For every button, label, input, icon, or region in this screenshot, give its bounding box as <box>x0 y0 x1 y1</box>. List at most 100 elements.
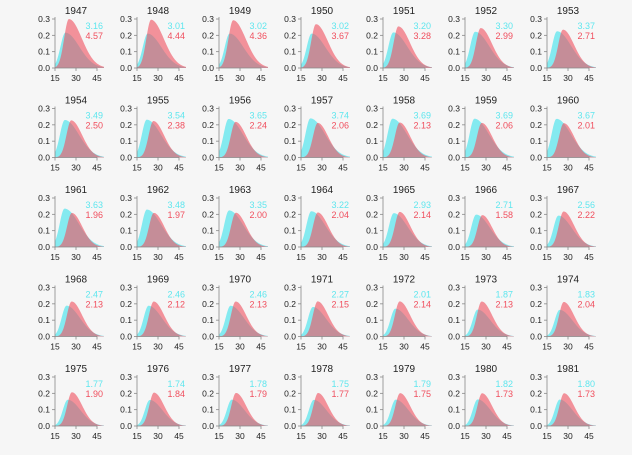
y-tick-label: 0.3 <box>38 193 50 203</box>
panel-1964: 1964 0.0 0.1 0.2 0.3 15 30 45 3.222.04 <box>284 185 350 262</box>
series-b-area <box>55 212 104 247</box>
x-tick-label: 15 <box>132 342 142 352</box>
x-tick-label: 45 <box>338 73 348 83</box>
y-tick-label: 0.2 <box>202 299 214 309</box>
panel-1981: 1981 0.0 0.1 0.2 0.3 15 30 45 1.801.73 <box>530 364 596 441</box>
series-a-value-label: 3.02 <box>249 21 267 31</box>
series-a-value-label: 1.87 <box>495 290 513 300</box>
panel-1974: 1974 0.0 0.1 0.2 0.3 15 30 45 1.832.04 <box>530 275 596 352</box>
series-a-value-label: 2.46 <box>167 290 185 300</box>
x-tick-label: 15 <box>460 342 470 352</box>
panel-year-title: 1967 <box>557 185 580 196</box>
panel-1954: 1954 0.0 0.1 0.2 0.3 15 30 45 3.492.50 <box>38 96 104 173</box>
x-tick-label: 30 <box>481 252 491 262</box>
panel-1979: 1979 0.0 0.1 0.2 0.3 15 30 45 1.791.75 <box>366 364 432 441</box>
series-b-value-label: 1.84 <box>167 389 185 399</box>
y-tick-label: 0.1 <box>38 315 50 325</box>
series-b-value-label: 1.96 <box>85 210 103 220</box>
y-tick-label: 0.0 <box>120 63 132 73</box>
y-tick-label: 0.2 <box>530 299 542 309</box>
y-tick-label: 0.0 <box>38 153 50 163</box>
panel-year-title: 1976 <box>147 364 170 375</box>
series-b-value-label: 2.00 <box>249 210 267 220</box>
x-tick-label: 30 <box>71 163 81 173</box>
series-b-area <box>383 393 432 426</box>
series-b-area <box>383 211 432 247</box>
y-tick-label: 0.0 <box>284 421 296 431</box>
x-tick-label: 30 <box>563 252 573 262</box>
y-tick-label: 0.1 <box>38 226 50 236</box>
x-tick-label: 45 <box>502 342 512 352</box>
x-tick-label: 30 <box>153 252 163 262</box>
panel-1953: 1953 0.0 0.1 0.2 0.3 15 30 45 3.372.71 <box>530 6 596 83</box>
y-tick-label: 0.1 <box>448 405 460 415</box>
panel-year-title: 1972 <box>393 275 416 286</box>
y-tick-label: 0.3 <box>448 193 460 203</box>
series-b-area <box>301 301 350 337</box>
x-tick-label: 15 <box>296 342 306 352</box>
x-tick-label: 45 <box>502 252 512 262</box>
y-tick-label: 0.3 <box>366 14 378 24</box>
y-tick-label: 0.0 <box>202 153 214 163</box>
y-tick-label: 0.3 <box>448 104 460 114</box>
panel-year-title: 1956 <box>229 96 252 107</box>
x-tick-label: 45 <box>420 342 430 352</box>
x-tick-label: 15 <box>50 431 60 441</box>
series-b-value-label: 2.22 <box>577 210 595 220</box>
x-tick-label: 45 <box>256 73 266 83</box>
series-a-value-label: 3.37 <box>577 21 595 31</box>
y-tick-label: 0.3 <box>284 104 296 114</box>
x-tick-label: 15 <box>296 163 306 173</box>
y-tick-label: 0.0 <box>120 421 132 431</box>
x-tick-label: 15 <box>378 163 388 173</box>
panel-year-title: 1948 <box>147 6 170 17</box>
series-b-value-label: 4.36 <box>249 31 267 41</box>
panel-year-title: 1961 <box>65 185 88 196</box>
series-b-area <box>465 393 514 426</box>
y-tick-label: 0.2 <box>120 209 132 219</box>
y-tick-label: 0.2 <box>38 120 50 130</box>
panel-1961: 1961 0.0 0.1 0.2 0.3 15 30 45 3.631.96 <box>38 185 104 262</box>
y-tick-label: 0.0 <box>120 153 132 163</box>
series-a-value-label: 3.35 <box>249 200 267 210</box>
series-b-area <box>383 26 432 69</box>
y-tick-label: 0.1 <box>448 136 460 146</box>
x-tick-label: 15 <box>132 252 142 262</box>
y-tick-label: 0.2 <box>366 299 378 309</box>
x-tick-label: 15 <box>214 252 224 262</box>
y-tick-label: 0.0 <box>38 332 50 342</box>
panel-1975: 1975 0.0 0.1 0.2 0.3 15 30 45 1.771.90 <box>38 364 104 441</box>
y-tick-label: 0.2 <box>448 120 460 130</box>
series-a-value-label: 1.77 <box>85 379 103 389</box>
panel-year-title: 1977 <box>229 364 252 375</box>
x-tick-label: 30 <box>399 342 409 352</box>
y-tick-label: 0.1 <box>202 315 214 325</box>
y-tick-label: 0.0 <box>202 242 214 252</box>
series-b-value-label: 2.24 <box>249 121 267 131</box>
x-tick-label: 45 <box>92 163 102 173</box>
y-tick-label: 0.1 <box>366 226 378 236</box>
series-b-value-label: 1.79 <box>249 389 267 399</box>
y-tick-label: 0.0 <box>448 242 460 252</box>
x-tick-label: 45 <box>256 163 266 173</box>
y-tick-label: 0.2 <box>202 120 214 130</box>
y-tick-label: 0.0 <box>202 332 214 342</box>
x-tick-label: 15 <box>542 252 552 262</box>
panel-1951: 1951 0.0 0.1 0.2 0.3 15 30 45 3.203.28 <box>366 6 432 83</box>
y-tick-label: 0.2 <box>448 209 460 219</box>
series-a-value-label: 1.82 <box>495 379 513 389</box>
panel-year-title: 1947 <box>65 6 88 17</box>
x-tick-label: 45 <box>584 342 594 352</box>
panel-1960: 1960 0.0 0.1 0.2 0.3 15 30 45 3.672.01 <box>530 96 596 173</box>
y-tick-label: 0.1 <box>202 405 214 415</box>
y-tick-label: 0.3 <box>38 283 50 293</box>
y-tick-label: 0.3 <box>120 14 132 24</box>
x-tick-label: 15 <box>378 252 388 262</box>
series-b-area <box>301 393 350 426</box>
x-tick-label: 15 <box>132 163 142 173</box>
y-tick-label: 0.0 <box>366 332 378 342</box>
series-a-value-label: 2.47 <box>85 290 103 300</box>
panel-1959: 1959 0.0 0.1 0.2 0.3 15 30 45 3.692.06 <box>448 96 514 173</box>
series-b-area <box>137 19 186 68</box>
series-b-value-label: 2.13 <box>413 121 431 131</box>
